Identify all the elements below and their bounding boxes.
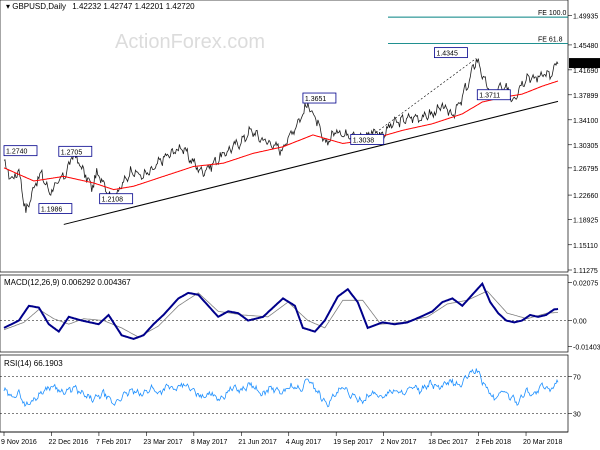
price-level-label-box <box>58 145 93 157</box>
x-tick-label: 9 Nov 2016 <box>1 439 37 446</box>
macd-signal-series <box>3 290 559 338</box>
header-ohlc: 1.42232 1.42747 1.42201 1.42720 <box>72 2 195 11</box>
price-level-label-box <box>350 134 385 145</box>
price-level-label-text: 1.3651 <box>305 96 327 103</box>
header-arrow-icon: ▾ <box>6 2 12 11</box>
price-level-label: 1.1986 <box>38 203 73 214</box>
price-level-label: 1.3038 <box>350 134 385 145</box>
macd-y-tick-label: 0.02075 <box>573 280 598 287</box>
rsi-y-axis: 70 30 <box>0 375 581 418</box>
macd-title: MACD(12,26,9) 0.006292 0.004367 <box>4 278 131 287</box>
price-panel-frame <box>0 0 569 273</box>
current-price-box <box>569 58 600 69</box>
x-tick-label: 19 Sep 2017 <box>333 439 373 446</box>
price-level-label-text: 1.3711 <box>479 93 500 100</box>
price-level-label: 1.2108 <box>99 193 134 205</box>
price-level-label-text: 1.2740 <box>6 149 28 156</box>
price-level-label-text: 1.4345 <box>436 51 458 58</box>
support-trendline <box>63 100 559 225</box>
price-series <box>3 58 559 213</box>
watermark: ActionForex.com <box>115 31 265 53</box>
moving-average-series <box>3 80 559 191</box>
price-level-label-box <box>302 92 337 104</box>
price-y-tick-label: 1.18925 <box>573 218 598 225</box>
rsi-title: RSI(14) 66.1903 <box>4 359 63 368</box>
chart-header: ▾ GBPUSD,Daily 1.42232 1.42747 1.42201 1… <box>6 2 195 11</box>
rsi-series <box>3 368 559 408</box>
price-level-label: 1.2705 <box>58 145 93 157</box>
projection-dashed-line <box>372 58 477 136</box>
current-price-badge: 1.42720 <box>569 58 600 69</box>
macd-y-tick-label: -0.01403 <box>573 344 600 351</box>
price-labels: 1.2740 1.2705 1.1986 1.2108 1.3651 1.3038 1.43… <box>3 47 511 214</box>
header-symbol: GBPUSD,Daily <box>12 2 66 11</box>
x-tick-label: 21 Jun 2017 <box>238 439 277 446</box>
price-level-label-box <box>99 193 134 205</box>
price-y-tick-label: 1.41690 <box>573 68 598 75</box>
x-tick-label: 8 May 2017 <box>191 439 228 446</box>
price-y-tick-label: 1.11275 <box>573 268 598 275</box>
macd-panel: MACD(12,26,9) 0.006292 0.004367 0.020750… <box>0 274 600 353</box>
x-tick-label: 2 Nov 2017 <box>381 439 417 446</box>
macd-y-axis: 0.02075 0.00 -0.01403 <box>568 280 600 351</box>
price-y-tick-label: 1.37899 <box>573 93 598 100</box>
current-price-text: 1.42720 <box>571 61 596 68</box>
price-level-label: 1.3651 <box>302 92 337 104</box>
price-level-label-text: 1.3038 <box>353 137 375 144</box>
price-level-label: 1.4345 <box>434 47 468 59</box>
x-axis: 9 Nov 2016 22 Dec 2016 7 Feb 2017 23 Mar 20… <box>0 431 568 446</box>
macd-panel-frame <box>0 274 569 353</box>
price-level-label-text: 1.2108 <box>102 197 124 204</box>
macd-series <box>3 281 559 340</box>
price-y-tick-label: 1.15110 <box>573 243 598 250</box>
x-tick-label: 18 Dec 2017 <box>428 439 468 446</box>
price-y-tick-label: 1.49935 <box>573 14 598 21</box>
price-y-tick-label: 1.30305 <box>573 143 598 150</box>
price-level-label-text: 1.1986 <box>41 207 63 214</box>
price-y-axis: 1.49935 1.45480 1.41690 1.37899 1.34100 1.303… <box>568 14 598 275</box>
price-y-tick-label: 1.34100 <box>573 118 598 125</box>
price-level-label-box <box>38 203 73 214</box>
price-level-label-box <box>3 145 38 157</box>
x-tick-label: 4 Aug 2017 <box>286 439 322 446</box>
price-level-label-box <box>476 89 511 101</box>
x-tick-label: 23 Mar 2017 <box>143 439 182 446</box>
x-tick-label: 22 Dec 2016 <box>48 439 88 446</box>
price-y-tick-label: 1.45480 <box>573 43 598 50</box>
x-tick-label: 7 Feb 2017 <box>96 439 132 446</box>
rsi-y-tick-label: 30 <box>573 411 581 418</box>
macd-y-tick-label: 0.00 <box>573 319 587 326</box>
x-tick-label: 20 Mar 2018 <box>523 439 562 446</box>
rsi-panel-frame <box>0 354 569 433</box>
price-panel: ActionForex.com 1.49935 1.45480 1.41690 1.3… <box>0 0 600 275</box>
rsi-y-tick-label: 70 <box>573 375 581 382</box>
price-y-tick-label: 1.26795 <box>573 166 598 173</box>
fib-level-label: FE 100.0 <box>538 10 567 17</box>
price-level-label-text: 1.2705 <box>61 149 83 156</box>
x-tick-label: 2 Feb 2018 <box>476 439 512 446</box>
rsi-panel: RSI(14) 66.1903 70 30 <box>0 354 581 433</box>
price-y-tick-label: 1.22660 <box>573 193 598 200</box>
price-level-label: 1.3711 <box>476 89 511 101</box>
fib-level-label: FE 61.8 <box>538 36 563 43</box>
price-level-label-box <box>434 47 468 59</box>
price-level-label: 1.2740 <box>3 145 38 157</box>
fib-levels: FE 100.0 FE 61.8 <box>388 10 568 44</box>
